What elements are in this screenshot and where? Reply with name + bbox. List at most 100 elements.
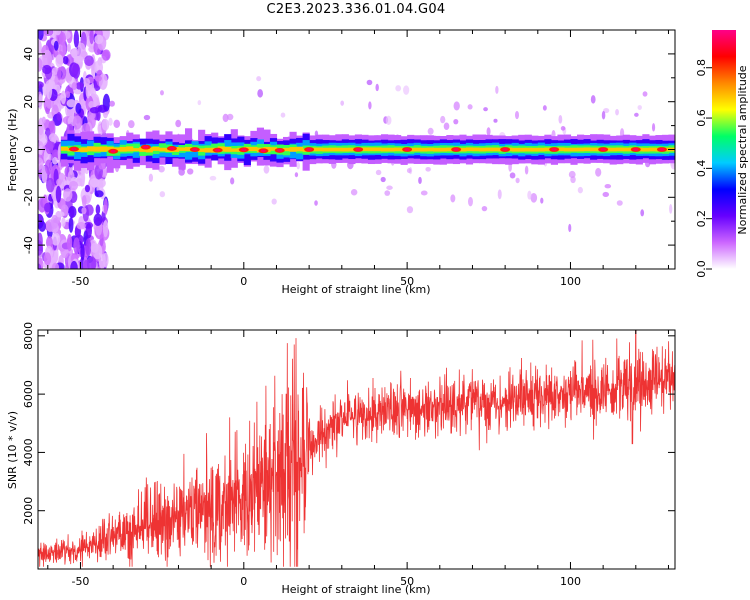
heatmap-cell bbox=[100, 146, 108, 152]
heatmap-cell bbox=[126, 146, 134, 152]
heatmap-cell bbox=[380, 176, 386, 183]
snr-frame bbox=[37, 329, 676, 570]
heatmap-cell bbox=[38, 30, 44, 41]
heatmap-cell bbox=[283, 147, 291, 152]
heatmap-cell bbox=[502, 148, 508, 151]
heatmap-cell bbox=[577, 147, 585, 152]
heatmap-cell bbox=[57, 66, 62, 81]
x-tick-label: -50 bbox=[71, 275, 89, 288]
heatmap-cell bbox=[49, 120, 56, 138]
heatmap-cell bbox=[616, 200, 623, 206]
heatmap-cell bbox=[603, 107, 610, 114]
heatmap-cell bbox=[88, 100, 95, 109]
heatmap-cell bbox=[440, 115, 446, 124]
heatmap-cell bbox=[381, 147, 389, 152]
heatmap-cell bbox=[46, 236, 53, 249]
heatmap-cell bbox=[446, 147, 454, 152]
heatmap-cell bbox=[616, 147, 624, 152]
heatmap-cell bbox=[642, 147, 650, 152]
heatmap-cell bbox=[366, 79, 373, 86]
heatmap-cell bbox=[486, 127, 491, 136]
heatmap-cell bbox=[48, 133, 58, 142]
heatmap-cell bbox=[375, 169, 382, 176]
heatmap-cell bbox=[395, 85, 402, 92]
heatmap-cell bbox=[257, 89, 264, 98]
colorbar: 0.0 0.2 0.4 0.6 0.8 Normalized spectral ampl… bbox=[695, 30, 749, 278]
heatmap-cell bbox=[465, 147, 474, 152]
heatmap-cell bbox=[159, 191, 166, 198]
heatmap-cell bbox=[450, 194, 456, 203]
heatmap-cell bbox=[558, 114, 563, 124]
heatmap-cell bbox=[453, 148, 459, 151]
heatmap-cell bbox=[420, 147, 428, 152]
colorbar-tick-label: 0.0 bbox=[695, 260, 708, 278]
heatmap-cell bbox=[80, 147, 88, 153]
colorbar-bar bbox=[712, 30, 736, 269]
heatmap-cell bbox=[87, 146, 95, 152]
heatmap-cell bbox=[65, 91, 71, 99]
y-tick-label: 0 bbox=[22, 146, 35, 153]
x-tick-label: 100 bbox=[560, 575, 581, 588]
snr-axes: -50 0 50 100 2000 4000 6000 8000 bbox=[22, 322, 675, 588]
heatmap-cell bbox=[38, 81, 44, 89]
heatmap-cell bbox=[51, 232, 61, 246]
heatmap-cell bbox=[52, 157, 58, 165]
heatmap-cell bbox=[479, 147, 487, 152]
heatmap-cell bbox=[89, 106, 100, 114]
heatmap-cell bbox=[426, 147, 434, 152]
heatmap-cell bbox=[55, 211, 65, 218]
x-tick-label: 50 bbox=[400, 275, 414, 288]
heatmap-cell bbox=[570, 147, 578, 152]
heatmap-cell bbox=[60, 90, 67, 105]
y-tick-label: -20 bbox=[22, 188, 35, 206]
heatmap-cell bbox=[113, 119, 121, 129]
heatmap-cell bbox=[348, 147, 356, 152]
heatmap-cell bbox=[102, 220, 109, 238]
heatmap-cell bbox=[315, 147, 323, 152]
heatmap-cell bbox=[468, 196, 473, 207]
heatmap-cell bbox=[361, 147, 369, 152]
heatmap-cell bbox=[355, 148, 361, 151]
heatmap-cell bbox=[94, 75, 102, 82]
heatmap-cell bbox=[294, 172, 299, 178]
heatmap-cell bbox=[527, 190, 532, 200]
heatmap-cell bbox=[175, 119, 182, 128]
spectrogram-panel: -50 0 50 100 -40 -20 0 20 40 Height of straight … bbox=[6, 29, 682, 296]
heatmap-cell bbox=[94, 34, 104, 45]
heatmap-cell bbox=[45, 141, 54, 155]
colorbar-tick-label: 0.6 bbox=[695, 109, 708, 127]
heatmap-cell bbox=[119, 146, 127, 152]
heatmap-cell bbox=[204, 147, 212, 153]
heatmap-cell bbox=[260, 149, 266, 153]
heatmap-cell bbox=[75, 82, 84, 90]
heatmap-cell bbox=[197, 100, 202, 106]
heatmap-cell bbox=[66, 43, 71, 52]
heatmap-cell bbox=[86, 256, 97, 269]
heatmap-cell bbox=[42, 64, 52, 75]
heatmap-cell bbox=[101, 118, 110, 131]
heatmap-cell bbox=[103, 198, 108, 215]
heatmap-cell bbox=[38, 141, 44, 156]
heatmap-cell bbox=[256, 76, 262, 82]
heatmap-cell bbox=[350, 189, 358, 196]
heatmap-cell bbox=[472, 147, 480, 152]
heatmap-cell bbox=[56, 112, 62, 121]
heatmap-cell bbox=[66, 99, 77, 108]
heatmap-cell bbox=[340, 100, 345, 106]
heatmap-cell bbox=[675, 139, 682, 158]
heatmap-cell bbox=[93, 213, 103, 226]
heatmap-cell bbox=[524, 165, 529, 175]
heatmap-cell bbox=[143, 114, 151, 121]
heatmap-cell bbox=[60, 146, 68, 151]
heatmap-cell bbox=[95, 204, 101, 215]
heatmap-cell bbox=[110, 149, 116, 153]
heatmap-cell bbox=[590, 95, 596, 104]
heatmap-cell bbox=[101, 49, 111, 61]
heatmap-cell bbox=[215, 148, 221, 152]
heatmap-cell bbox=[44, 159, 53, 175]
heatmap-cell bbox=[73, 237, 80, 255]
heatmap-cell bbox=[230, 177, 235, 185]
heatmap-cell bbox=[66, 233, 73, 252]
spectrogram-ylabel: Frequency (Hz) bbox=[6, 109, 19, 192]
heatmap-cell bbox=[577, 186, 583, 194]
